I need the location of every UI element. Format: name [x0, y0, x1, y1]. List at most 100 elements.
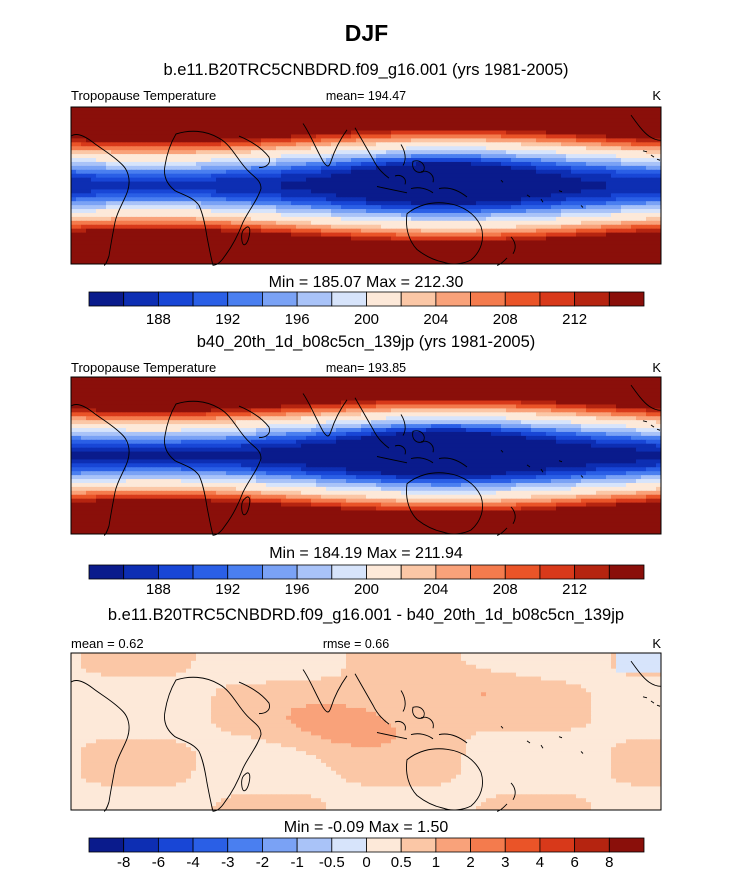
field-cell	[581, 146, 587, 151]
field-cell	[556, 193, 562, 198]
field-cell	[161, 205, 167, 210]
field-cell	[331, 122, 337, 128]
field-cell	[481, 138, 487, 143]
field-cell	[106, 232, 112, 238]
field-cell	[606, 197, 612, 202]
field-cell	[311, 150, 317, 155]
field-cell	[191, 134, 197, 139]
field-cell	[326, 142, 332, 147]
field-cell	[566, 142, 572, 147]
field-cell	[386, 252, 392, 257]
field-cell	[381, 252, 387, 257]
field-cell	[196, 220, 202, 226]
field-cell	[596, 248, 602, 253]
field-cell	[336, 189, 342, 194]
field-cell	[401, 110, 407, 116]
field-cell	[316, 220, 322, 226]
field-cell	[316, 244, 322, 249]
field-cell	[361, 252, 367, 257]
colorbar-swatch	[366, 291, 402, 307]
field-cell	[106, 212, 112, 218]
field-cell	[251, 114, 257, 120]
field-cell	[451, 236, 457, 242]
field-cell	[476, 169, 482, 175]
field-cell	[236, 122, 242, 128]
field-cell	[191, 256, 197, 261]
field-cell	[411, 205, 417, 210]
field-cell	[216, 201, 222, 206]
field-cell	[171, 122, 177, 128]
field-cell	[281, 169, 287, 175]
field-cell	[396, 220, 402, 226]
field-cell	[591, 232, 597, 238]
field-cell	[221, 228, 227, 234]
field-cell	[601, 244, 607, 249]
field-cell	[91, 205, 97, 210]
field-cell	[621, 256, 627, 261]
field-cell	[596, 114, 602, 120]
field-cell	[221, 224, 227, 230]
field-cell	[241, 380, 247, 386]
field-cell	[191, 216, 197, 222]
field-cell	[636, 118, 642, 124]
field-cell	[511, 138, 517, 143]
field-cell	[556, 122, 562, 128]
field-cell	[146, 122, 152, 128]
field-cell	[376, 380, 382, 386]
field-cell	[351, 169, 357, 175]
field-cell	[551, 240, 557, 245]
field-cell	[591, 169, 597, 175]
field-cell	[386, 158, 392, 163]
field-cell	[441, 126, 447, 132]
field-cell	[361, 232, 367, 238]
field-cell	[301, 193, 307, 198]
field-cell	[621, 161, 627, 167]
field-cell	[511, 169, 517, 175]
field-cell	[646, 260, 652, 264]
field-cell	[181, 110, 187, 116]
field-cell	[516, 224, 522, 230]
field-cell	[551, 236, 557, 242]
field-cell	[196, 130, 202, 136]
field-cell	[341, 165, 347, 171]
field-cell	[216, 154, 222, 159]
field-cell	[521, 185, 527, 191]
field-cell	[626, 126, 632, 132]
field-cell	[446, 185, 452, 191]
field-cell	[586, 209, 592, 214]
field-cell	[226, 107, 232, 112]
field-cell	[96, 216, 102, 222]
field-cell	[646, 165, 652, 171]
field-cell	[131, 154, 137, 159]
field-cell	[571, 158, 577, 163]
field-cell	[106, 107, 112, 112]
field-cell	[456, 216, 462, 222]
field-cell	[251, 134, 257, 139]
field-cell	[411, 122, 417, 128]
field-cell	[446, 212, 452, 218]
field-cell	[511, 142, 517, 147]
field-cell	[541, 216, 547, 222]
field-cell	[271, 161, 277, 167]
field-cell	[616, 224, 622, 230]
field-cell	[151, 169, 157, 175]
field-cell	[406, 240, 412, 245]
field-cell	[201, 154, 207, 159]
field-cell	[406, 236, 412, 242]
field-cell	[236, 209, 242, 214]
field-cell	[111, 126, 117, 132]
field-cell	[71, 107, 77, 112]
field-cell	[621, 205, 627, 210]
field-cell	[146, 232, 152, 238]
field-cell	[506, 260, 512, 264]
field-cell	[391, 260, 397, 264]
field-cell	[216, 212, 222, 218]
field-cell	[116, 260, 122, 264]
field-cell	[501, 126, 507, 132]
field-cell	[81, 142, 87, 147]
field-cell	[196, 110, 202, 116]
field-cell	[91, 110, 97, 116]
field-cell	[531, 107, 537, 112]
field-cell	[581, 165, 587, 171]
field-cell	[111, 252, 117, 257]
